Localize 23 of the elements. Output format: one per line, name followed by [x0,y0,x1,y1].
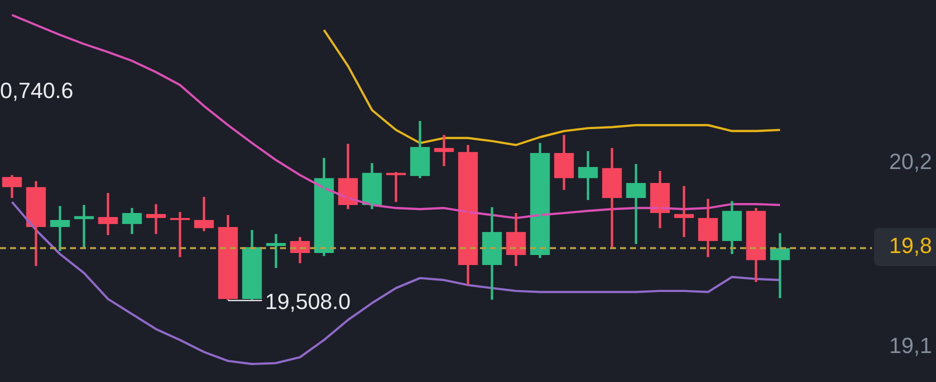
candlestick [122,206,142,236]
text: 0,740.6 [0,78,74,104]
annotation: 19,508.0 [265,289,351,314]
candlestick [194,196,214,232]
candlestick [2,174,22,200]
candlestick [578,150,598,202]
candlestick [602,146,622,248]
candlestick [434,134,454,168]
candlestick [74,204,94,250]
candlestick [722,200,742,256]
candlestick [242,228,262,301]
candlestick [218,214,238,302]
candlestick [410,120,430,180]
candlestick [98,192,118,236]
candlestick [266,232,286,270]
text: 20,2 [889,149,932,174]
candlestick [554,134,574,192]
candlestick [698,198,718,258]
text: 19,8 [889,233,932,258]
text: 19,1 [889,333,932,358]
candlestick [626,162,646,246]
candlestick [170,210,190,258]
candlestick [50,204,70,252]
